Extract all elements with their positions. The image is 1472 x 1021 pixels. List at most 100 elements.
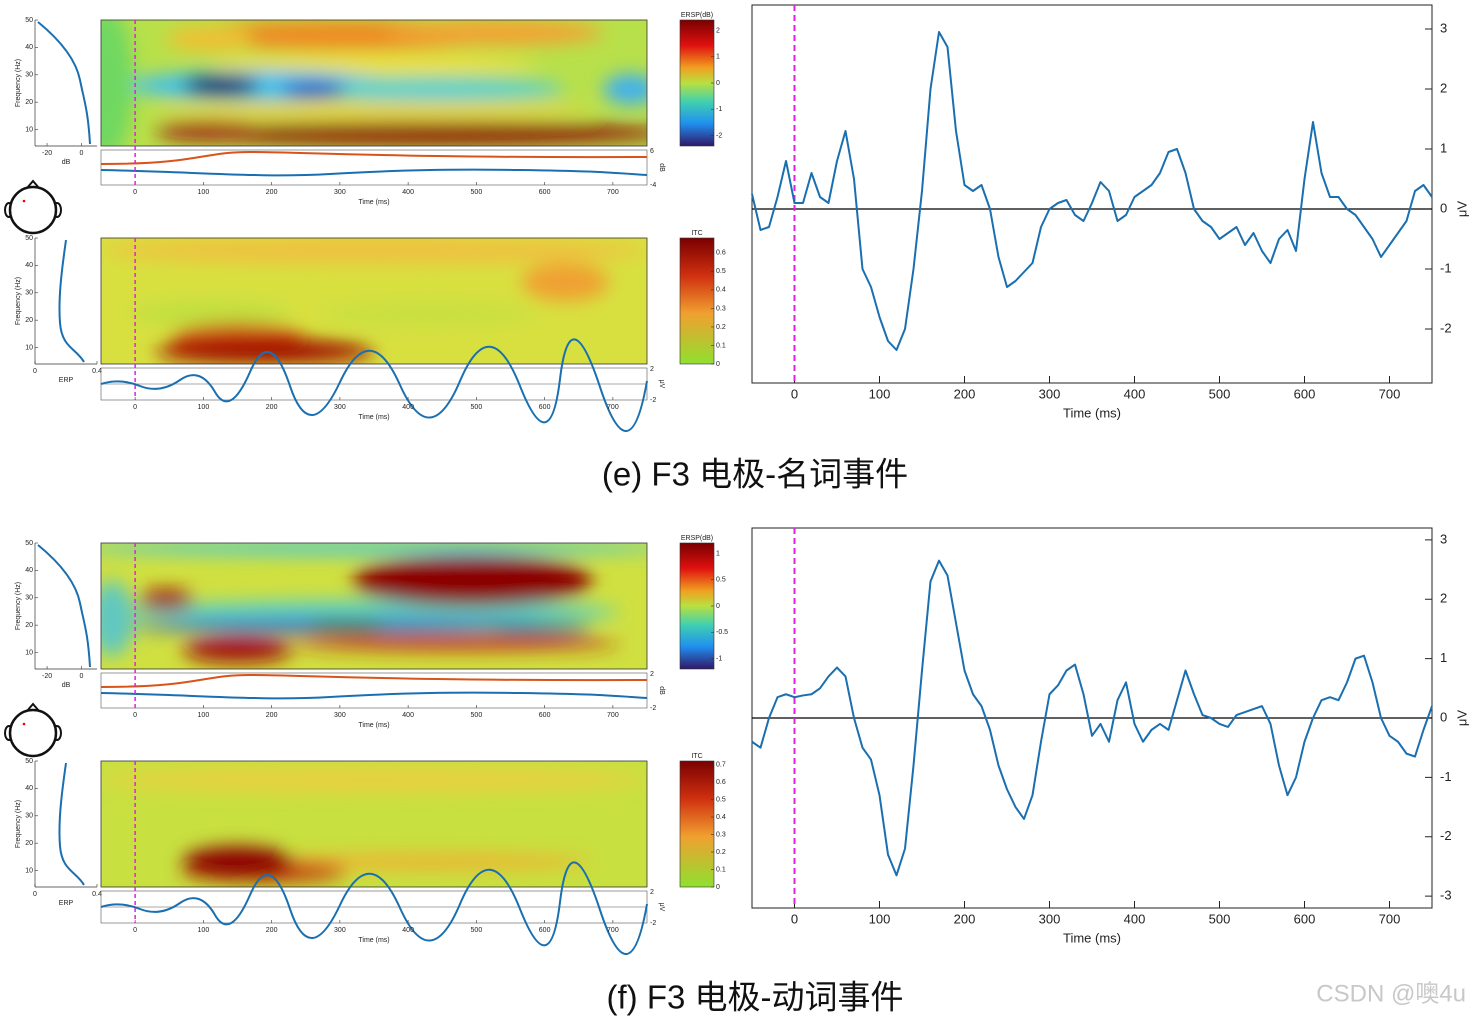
trace-upper bbox=[100, 673, 648, 688]
trace-tick-label: -4 bbox=[650, 182, 656, 189]
colorbar-tick-label: 0.5 bbox=[716, 577, 726, 584]
plot-frame bbox=[751, 4, 1433, 384]
side-curve bbox=[58, 762, 85, 886]
trace-lower bbox=[100, 168, 648, 177]
y-tick-label: 50 bbox=[25, 235, 33, 242]
y-tick-label: 40 bbox=[25, 262, 33, 269]
y-tick-label: 50 bbox=[25, 758, 33, 765]
x-axis-label: Time (ms) bbox=[358, 722, 389, 729]
y-axis-label: μV bbox=[1454, 710, 1469, 726]
side-curve bbox=[37, 544, 91, 668]
colorbar-label: ERSP(dB) bbox=[681, 12, 713, 19]
heatmap-blob bbox=[182, 637, 293, 663]
x-tick-label: 300 bbox=[334, 404, 346, 411]
side-x-tick-label: 0.4 bbox=[92, 891, 102, 898]
x-tick-label: 300 bbox=[334, 927, 346, 934]
trace-tick-label: 2 bbox=[650, 889, 654, 896]
heatmap-blob bbox=[521, 263, 609, 301]
y-tick-label: 30 bbox=[25, 595, 33, 602]
colorbar-tick-label: -1 bbox=[716, 655, 722, 662]
heatmap-blobs bbox=[101, 543, 647, 663]
x-tick-label: 0 bbox=[133, 189, 137, 196]
colorbar-tick-label: -2 bbox=[716, 132, 722, 139]
colorbar-tick-label: 0.3 bbox=[716, 305, 726, 312]
x-tick-label: 200 bbox=[266, 404, 278, 411]
heatmap-blob bbox=[166, 26, 254, 52]
heatmap-blob bbox=[292, 76, 566, 102]
side-x-tick-label: -20 bbox=[42, 673, 52, 680]
x-tick-label: 600 bbox=[1294, 386, 1316, 401]
x-tick-label: 700 bbox=[1379, 911, 1401, 926]
x-tick-label: 600 bbox=[539, 712, 551, 719]
heatmap bbox=[101, 238, 647, 364]
image-frame bbox=[100, 542, 648, 670]
colorbar-tick-label: 1 bbox=[716, 550, 720, 557]
y-tick-label: 10 bbox=[25, 126, 33, 133]
colorbar-tick-label: 1 bbox=[716, 54, 720, 61]
x-tick-label: 400 bbox=[402, 189, 414, 196]
y-tick-label: 20 bbox=[25, 840, 33, 847]
y-axis-label: Frequency (Hz) bbox=[15, 582, 22, 630]
y-tick-label: -1 bbox=[1440, 260, 1452, 275]
x-axis-label: Time (ms) bbox=[1063, 405, 1121, 420]
colorbar-label: ERSP(dB) bbox=[681, 535, 713, 542]
colorbar bbox=[679, 760, 715, 888]
heatmap-blob bbox=[155, 122, 265, 140]
heatmap-blob bbox=[101, 543, 647, 555]
heatmap bbox=[101, 20, 647, 146]
x-tick-label: 500 bbox=[471, 404, 483, 411]
y-tick-label: 40 bbox=[25, 44, 33, 51]
trace-tick-label: -2 bbox=[650, 705, 656, 712]
colorbar-tick-label: 0 bbox=[716, 80, 720, 87]
y-tick-label: -2 bbox=[1440, 828, 1452, 843]
colorbar-tick-label: 0.3 bbox=[716, 831, 726, 838]
x-tick-label: 700 bbox=[607, 189, 619, 196]
x-tick-label: 400 bbox=[402, 712, 414, 719]
side-x-tick-label: -20 bbox=[42, 150, 52, 157]
x-axis-label: Time (ms) bbox=[1063, 930, 1121, 945]
colorbar-tick-label: 0.4 bbox=[716, 814, 726, 821]
head bbox=[8, 708, 58, 758]
y-tick-label: 20 bbox=[25, 317, 33, 324]
x-tick-label: 500 bbox=[471, 189, 483, 196]
erp-line bbox=[751, 31, 1433, 351]
x-tick-label: 300 bbox=[334, 189, 346, 196]
watermark: CSDN @噢4u bbox=[1316, 980, 1466, 1007]
heatmap-blobs bbox=[101, 238, 647, 364]
heatmap-blob bbox=[182, 75, 260, 96]
colorbar-tick-label: 0.2 bbox=[716, 324, 726, 331]
y-tick-label: 3 bbox=[1440, 20, 1447, 35]
x-tick-label: 100 bbox=[869, 386, 891, 401]
x-tick-label: 600 bbox=[539, 927, 551, 934]
colorbar-tick-label: 0.5 bbox=[716, 796, 726, 803]
heatmap-blob bbox=[319, 301, 538, 327]
trace-lower bbox=[100, 691, 648, 700]
x-tick-label: 300 bbox=[334, 712, 346, 719]
x-tick-label: 500 bbox=[471, 712, 483, 719]
trace-tick-label: -2 bbox=[650, 920, 656, 927]
y-tick-label: -2 bbox=[1440, 320, 1452, 335]
trace-label: dB bbox=[658, 163, 665, 172]
x-tick-label: 400 bbox=[1124, 386, 1146, 401]
colorbar bbox=[679, 19, 715, 147]
side-x-label: ERP bbox=[59, 900, 74, 907]
x-tick-label: 100 bbox=[198, 404, 210, 411]
trace-tick-label: 2 bbox=[650, 671, 654, 678]
erp-line bbox=[751, 559, 1433, 877]
trace-tick-label: 2 bbox=[650, 366, 654, 373]
x-tick-label: 500 bbox=[471, 927, 483, 934]
head bbox=[8, 185, 58, 235]
heatmap-blob bbox=[281, 81, 347, 97]
heatmap-blob bbox=[101, 767, 647, 793]
heatmap-blob bbox=[292, 637, 620, 651]
colorbar-tick-label: 0 bbox=[716, 884, 720, 891]
x-tick-label: 700 bbox=[607, 404, 619, 411]
x-tick-label: 500 bbox=[1209, 911, 1231, 926]
side-x-label: dB bbox=[62, 682, 71, 689]
colorbar-tick-label: -0.5 bbox=[716, 629, 728, 636]
caption: (e) F3 电极-名词事件 bbox=[602, 456, 908, 493]
x-tick-label: 300 bbox=[1039, 386, 1061, 401]
heatmap-blob bbox=[101, 580, 134, 657]
colorbar-tick-label: 0.6 bbox=[716, 250, 726, 257]
heatmap-blob bbox=[101, 238, 647, 264]
